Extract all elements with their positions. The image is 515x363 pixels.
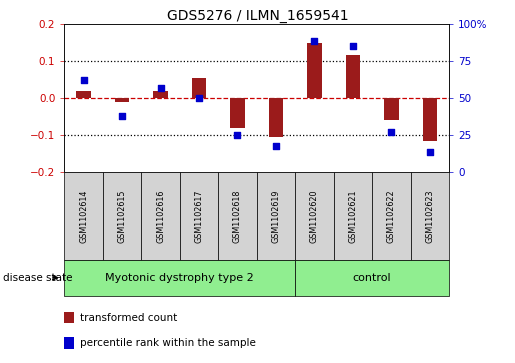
Text: GSM1102614: GSM1102614 [79,189,88,243]
Text: GSM1102616: GSM1102616 [156,189,165,243]
Point [79,77,88,83]
Text: GSM1102615: GSM1102615 [117,189,127,243]
Point [426,149,434,155]
Text: GSM1102623: GSM1102623 [425,189,434,243]
Text: GSM1102618: GSM1102618 [233,189,242,243]
Point [349,43,357,49]
Point [157,85,165,90]
Bar [307,43,322,98]
Point [233,132,242,138]
Bar [192,78,207,98]
Point [272,143,280,148]
Text: GSM1102617: GSM1102617 [195,189,203,243]
Text: GSM1102620: GSM1102620 [310,189,319,243]
Text: GSM1102619: GSM1102619 [271,189,281,243]
Bar [230,98,245,128]
Text: percentile rank within the sample: percentile rank within the sample [80,338,256,348]
Bar [269,98,283,137]
Text: transformed count: transformed count [80,313,177,323]
Text: GSM1102622: GSM1102622 [387,189,396,243]
Text: Myotonic dystrophy type 2: Myotonic dystrophy type 2 [106,273,254,283]
Point [118,113,126,119]
Bar [346,55,360,98]
Bar [422,98,437,141]
Bar [76,90,91,98]
Text: GDS5276 / ILMN_1659541: GDS5276 / ILMN_1659541 [167,9,348,23]
Point [195,95,203,101]
Text: GSM1102621: GSM1102621 [349,189,357,243]
Text: disease state: disease state [3,273,72,283]
Bar [115,98,129,102]
Bar [153,90,168,98]
Bar [384,98,399,120]
Point [311,38,319,44]
Point [387,129,396,135]
Text: control: control [353,273,391,283]
